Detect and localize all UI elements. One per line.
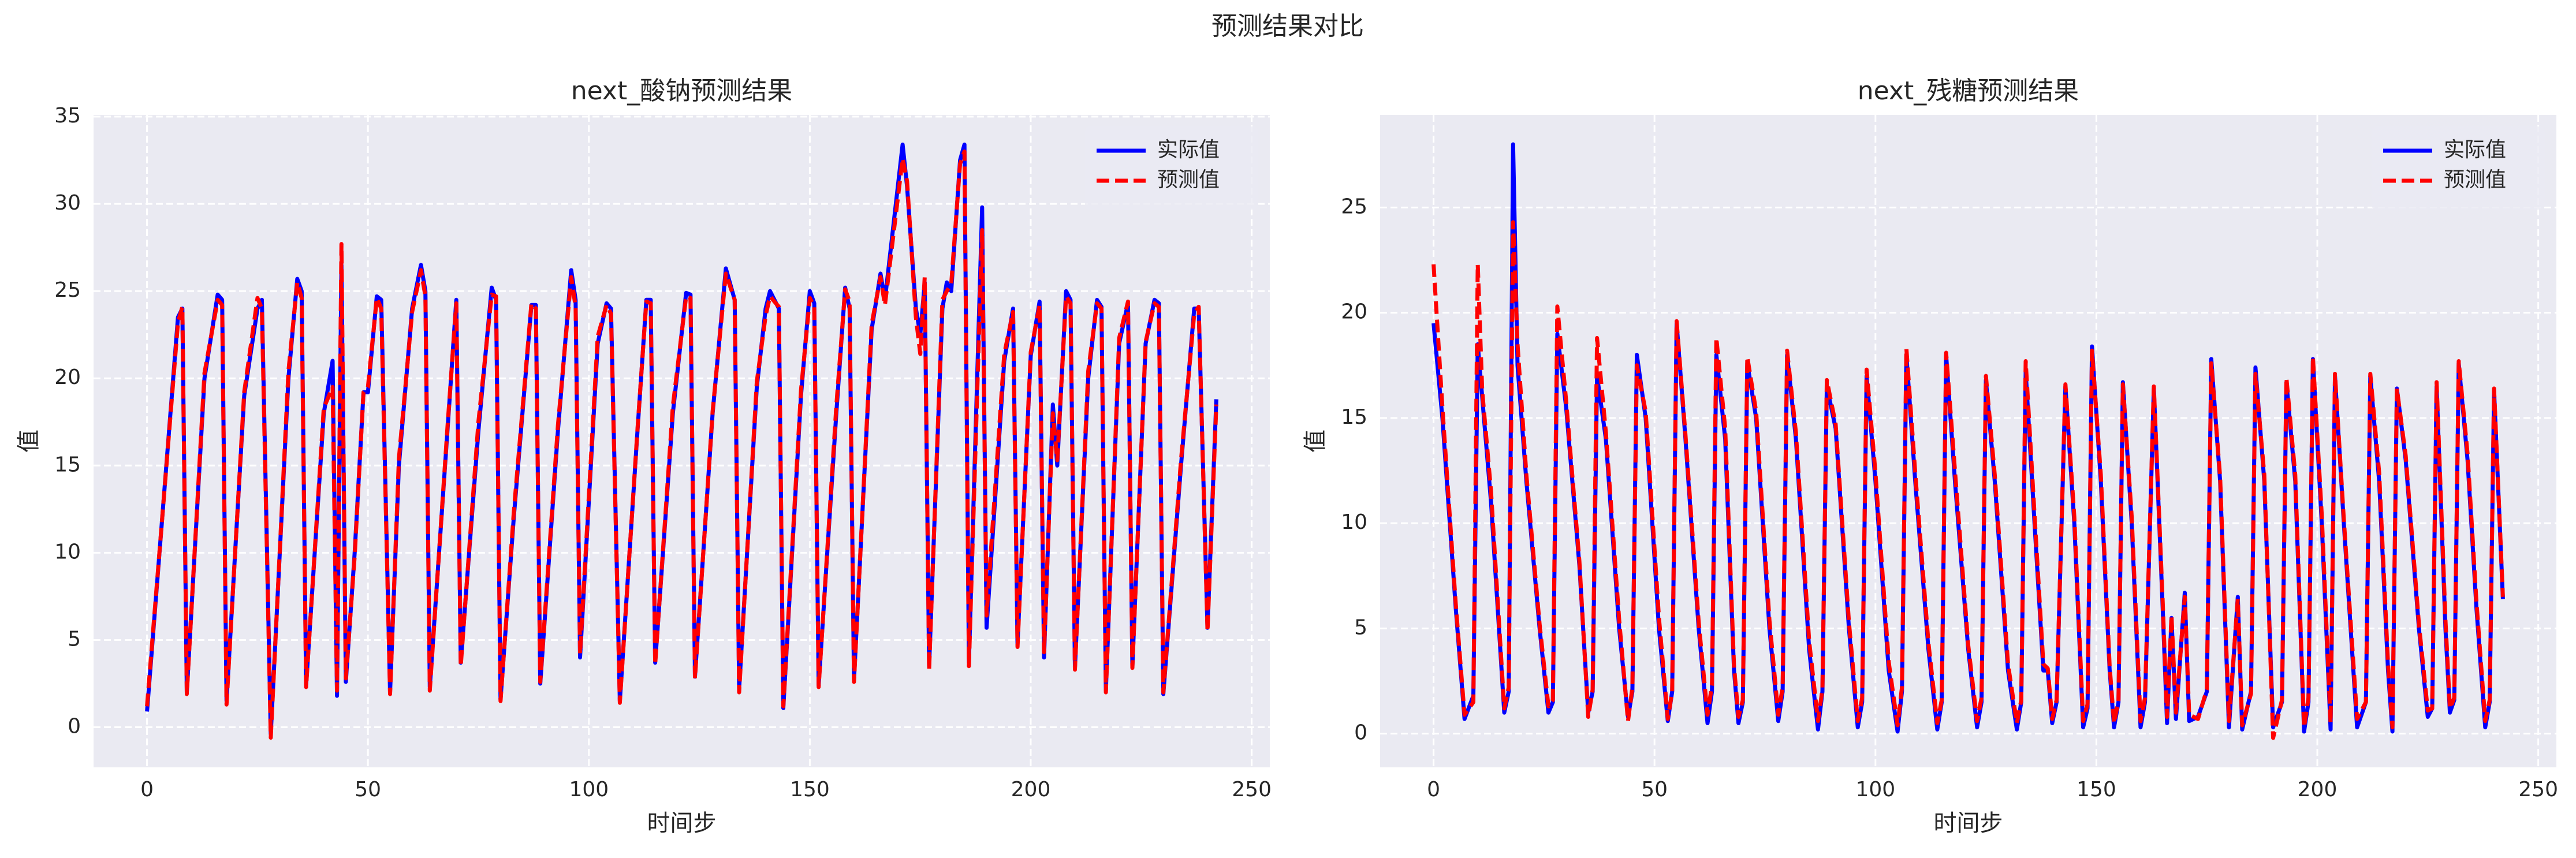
x-axis-label: 时间步	[647, 810, 717, 837]
y-tick-label: 20	[1341, 300, 1367, 324]
legend-box	[2372, 126, 2545, 210]
y-tick-label: 5	[1354, 615, 1367, 639]
x-tick-label: 250	[2518, 778, 2558, 801]
data-line	[1431, 220, 2505, 740]
x-tick-label: 200	[1011, 778, 1051, 801]
subplot-title: next_酸钠预测结果	[571, 76, 792, 106]
x-tick-label: 200	[2298, 778, 2338, 801]
x-tick-label: 100	[569, 778, 609, 801]
x-tick-label: 100	[1855, 778, 1895, 801]
data-line	[145, 149, 1218, 740]
x-tick-label: 0	[140, 778, 154, 801]
legend-label: 预测值	[1157, 168, 1220, 192]
y-tick-label: 25	[54, 278, 81, 302]
legend-box	[1085, 126, 1258, 210]
y-axis-label: 值	[1302, 430, 1329, 453]
legend-label: 预测值	[2444, 168, 2506, 192]
x-tick-label: 0	[1427, 778, 1440, 801]
legend-label: 实际值	[2444, 138, 2506, 162]
x-axis-label: 时间步	[1934, 810, 2003, 837]
legend-label: 实际值	[1157, 138, 1220, 162]
y-tick-label: 25	[1341, 195, 1367, 218]
y-tick-label: 10	[1341, 510, 1367, 534]
figure-title: 预测结果对比	[1211, 12, 1364, 41]
y-tick-label: 35	[54, 104, 81, 128]
y-tick-label: 15	[1341, 405, 1367, 429]
y-tick-label: 0	[68, 715, 81, 738]
subplot: 0 50 100 150 200 250 0 5 10 15 20 25 30 35 next_酸钠预测结果…	[16, 76, 1272, 837]
y-tick-label: 15	[54, 453, 81, 476]
x-tick-label: 50	[355, 778, 381, 801]
subplot-title: next_残糖预测结果	[1858, 76, 2079, 106]
y-tick-label: 30	[54, 191, 81, 215]
y-axis-label: 值	[16, 430, 42, 453]
y-tick-label: 20	[54, 365, 81, 389]
x-tick-label: 250	[1232, 778, 1272, 801]
x-tick-label: 150	[790, 778, 830, 801]
y-tick-label: 5	[68, 627, 81, 651]
x-tick-label: 50	[1641, 778, 1668, 801]
y-tick-label: 10	[54, 540, 81, 564]
y-tick-label: 0	[1354, 721, 1367, 745]
x-tick-label: 150	[2077, 778, 2116, 801]
